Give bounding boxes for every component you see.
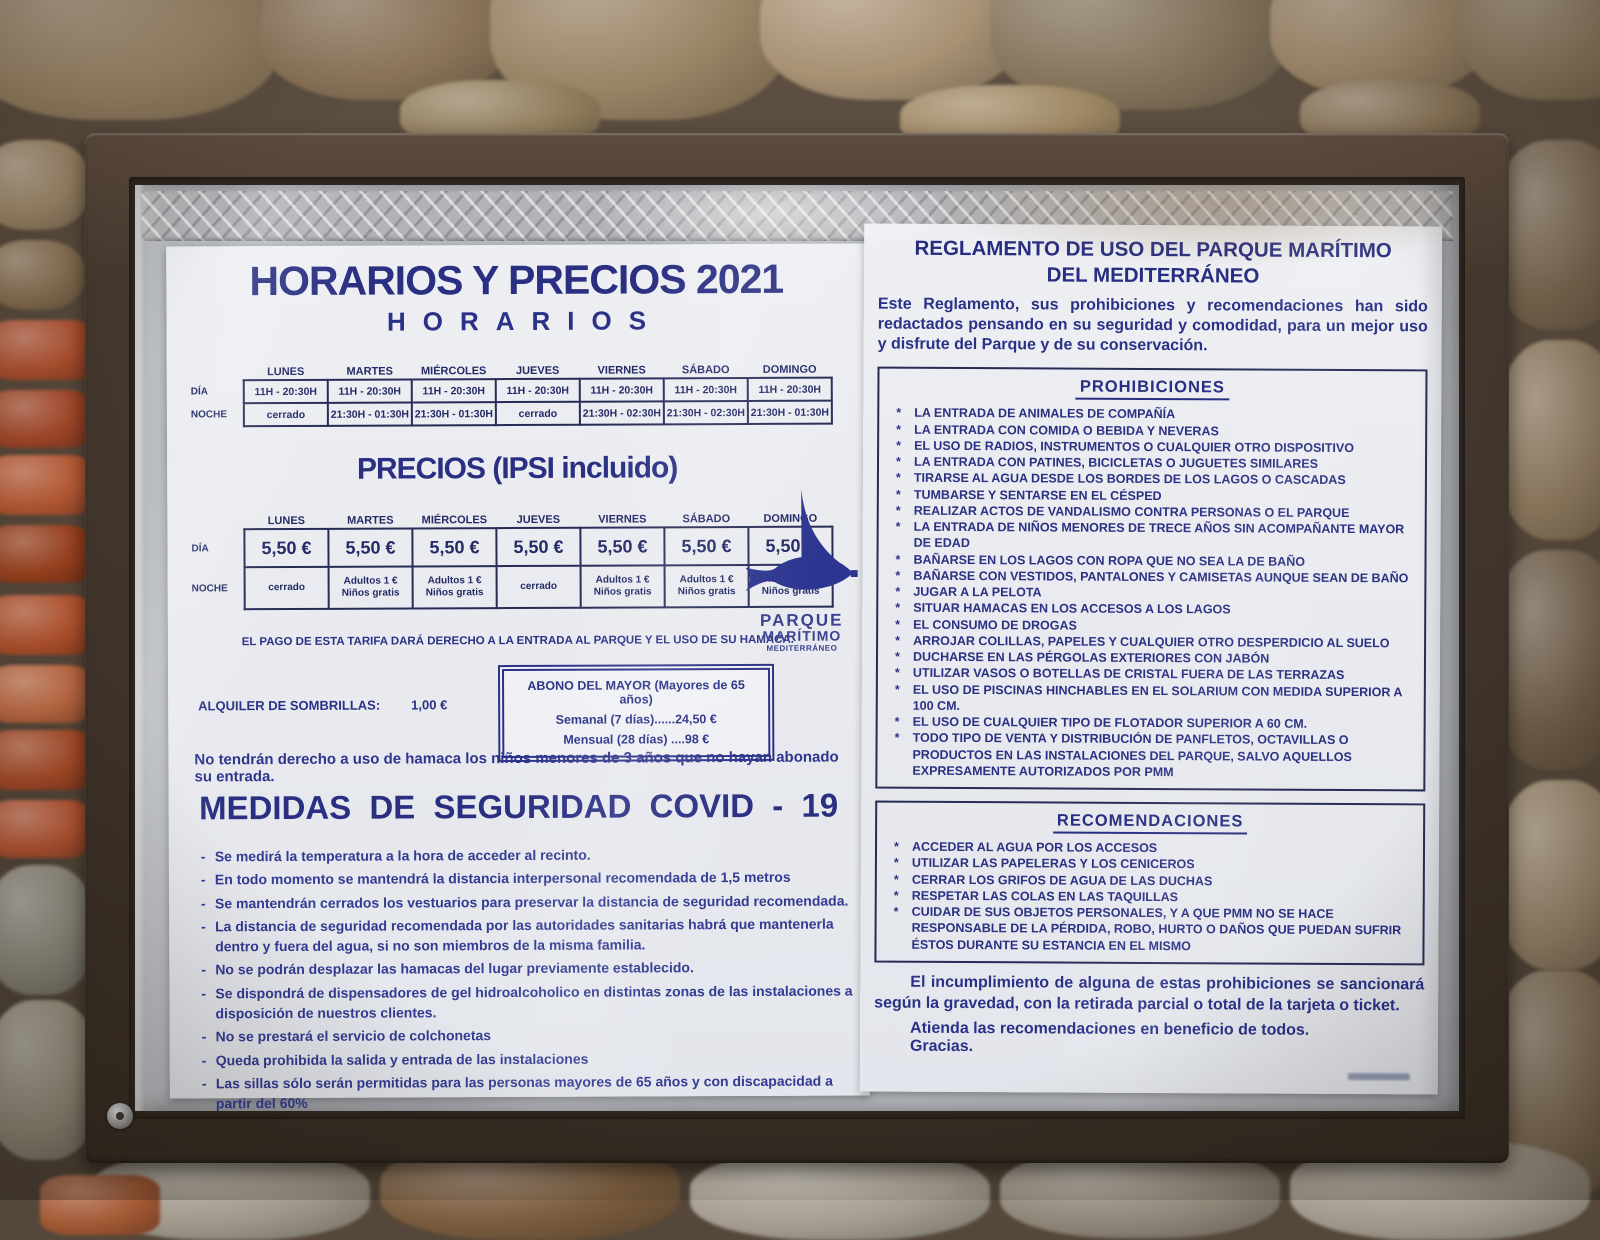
horarios-table: LUNES MARTES MIÉRCOLES JUEVES VIERNES SÁ… xyxy=(185,358,833,428)
precios-table: LUNES MARTES MIÉRCOLES JUEVES VIERNES SÁ… xyxy=(185,507,833,611)
prohibiciones-list: LA ENTRADA DE ANIMALES DE COMPAÑÍALA ENT… xyxy=(887,405,1415,781)
stone xyxy=(0,0,280,120)
list-item: EL USO DE PISCINAS HINCHABLES EN EL SOLA… xyxy=(888,681,1414,716)
horarios-subtitle: HORARIOS xyxy=(166,304,866,338)
list-item: Se mantendrán cerrados los vestuarios pa… xyxy=(201,890,861,913)
abono-semanal: Semanal (7 días)......24,50 € xyxy=(510,712,762,727)
stone xyxy=(1495,340,1600,540)
reglamento-title: REGLAMENTO DE USO DEL PARQUE MARÍTIMO DE… xyxy=(878,236,1428,290)
left-sheet-horarios-precios: HORARIOS Y PRECIOS 2021 HORARIOS LUNES M… xyxy=(166,243,870,1098)
abono-mensual: Mensual (28 días) ....98 € xyxy=(510,732,762,747)
sailboat-fish-logo-icon xyxy=(742,487,861,606)
alquiler-sombrillas-value: 1,00 € xyxy=(411,697,447,712)
brick xyxy=(0,525,90,583)
covid-measures-title: MEDIDAS DE SEGURIDAD COVID - 19 xyxy=(169,786,869,827)
recomendaciones-list: ACCEDER AL AGUA POR LOS ACCESOSUTILIZAR … xyxy=(886,839,1413,956)
logo-text-mediterraneo: MEDITERRÁNEO xyxy=(740,644,864,654)
gracias-note: Gracias. xyxy=(874,1038,1424,1059)
table-header-row: LUNES MARTES MIÉRCOLES JUEVES VIERNES SÁ… xyxy=(185,358,832,381)
brick xyxy=(0,390,90,448)
stone xyxy=(1460,0,1600,100)
alquiler-sombrillas-label: ALQUILER DE SOMBRILLAS: xyxy=(198,698,380,714)
precios-heading: PRECIOS (IPSI incluido) xyxy=(167,450,867,487)
logo-text-parque: PARQUE xyxy=(740,611,864,629)
reglamento-intro: Este Reglamento, sus prohibiciones y rec… xyxy=(878,295,1428,358)
list-item: La distancia de seguridad recomendada po… xyxy=(201,913,861,956)
list-item: Se medirá la temperatura a la hora de ac… xyxy=(201,844,861,867)
stone xyxy=(0,240,85,310)
fine-print xyxy=(1348,1073,1410,1080)
stone xyxy=(0,140,90,230)
notice-board-frame: HORARIOS Y PRECIOS 2021 HORARIOS LUNES M… xyxy=(85,133,1509,1163)
prohibiciones-box: PROHIBICIONES LA ENTRADA DE ANIMALES DE … xyxy=(875,367,1427,792)
list-item: En todo momento se mantendrá la distanci… xyxy=(201,867,861,890)
stone xyxy=(690,1150,990,1240)
list-item: Queda prohibida la salida y entrada de l… xyxy=(202,1047,862,1070)
parque-maritimo-logo: PARQUE MARÍTIMO MEDITERRÁNEO xyxy=(739,486,864,654)
frame-screw-lock xyxy=(107,1103,133,1129)
hamaca-ninos-note: No tendrán derecho a uso de hamaca los n… xyxy=(194,749,846,786)
list-item: TODO TIPO DE VENTA Y DISTRIBUCIÓN DE PAN… xyxy=(887,730,1413,782)
abono-del-mayor-box: ABONO DEL MAYOR (Mayores de 65 años) Sem… xyxy=(498,664,774,762)
recomendaciones-box: RECOMENDACIONES ACCEDER AL AGUA POR LOS … xyxy=(874,801,1425,966)
prohibiciones-title: PROHIBICIONES xyxy=(1076,378,1229,401)
brick xyxy=(0,595,93,655)
list-item: Se dispondrá de dispensadores de gel hid… xyxy=(201,980,861,1023)
table-row: DÍA 11H - 20:30H 11H - 20:30H 11H - 20:3… xyxy=(185,378,832,404)
list-item: No se podrán desplazar las hamacas del l… xyxy=(201,957,861,980)
abono-title: ABONO DEL MAYOR (Mayores de 65 años) xyxy=(510,678,762,707)
recomendaciones-title: RECOMENDACIONES xyxy=(1053,811,1248,834)
pago-note: EL PAGO DE ESTA TARIFA DARÁ DERECHO A LA… xyxy=(210,634,826,649)
list-item: No se prestará el servicio de colchoneta… xyxy=(202,1024,862,1047)
brick xyxy=(40,1175,160,1235)
brick xyxy=(0,455,93,515)
stone xyxy=(0,865,95,995)
table-row: NOCHE cerrado 21:30H - 01:30H 21:30H - 0… xyxy=(185,401,832,427)
brick xyxy=(0,665,90,723)
brick xyxy=(0,730,93,790)
brick xyxy=(0,800,90,858)
display-case-glass: HORARIOS Y PRECIOS 2021 HORARIOS LUNES M… xyxy=(135,185,1459,1111)
logo-text-maritimo: MARÍTIMO xyxy=(740,628,864,644)
table-row: DÍA 5,50 € 5,50 € 5,50 € 5,50 € 5,50 € 5… xyxy=(185,527,832,568)
stone xyxy=(1495,780,1600,970)
table-row: NOCHE cerrado Adultos 1 € Niños gratis A… xyxy=(186,565,833,610)
list-item: LA ENTRADA DE NIÑOS MENORES DE TRECE AÑO… xyxy=(889,519,1415,554)
list-item: Las sillas sólo serán permitidas para la… xyxy=(202,1070,862,1111)
list-item: CUIDAR DE SUS OBJETOS PERSONALES, Y A QU… xyxy=(886,904,1412,956)
sanction-note: El incumplimiento de alguna de estas pro… xyxy=(874,972,1424,1016)
covid-measures-list: Se medirá la temperatura a la hora de ac… xyxy=(201,844,862,1111)
table-header-row: LUNES MARTES MIÉRCOLES JUEVES VIERNES SÁ… xyxy=(185,507,832,530)
page-title: HORARIOS Y PRECIOS 2021 xyxy=(166,255,866,305)
right-sheet-reglamento: REGLAMENTO DE USO DEL PARQUE MARÍTIMO DE… xyxy=(860,223,1443,1094)
brick xyxy=(0,320,95,380)
